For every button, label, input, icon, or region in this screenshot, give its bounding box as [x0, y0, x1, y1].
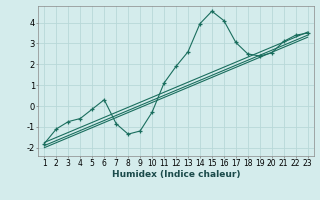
X-axis label: Humidex (Indice chaleur): Humidex (Indice chaleur) — [112, 170, 240, 179]
